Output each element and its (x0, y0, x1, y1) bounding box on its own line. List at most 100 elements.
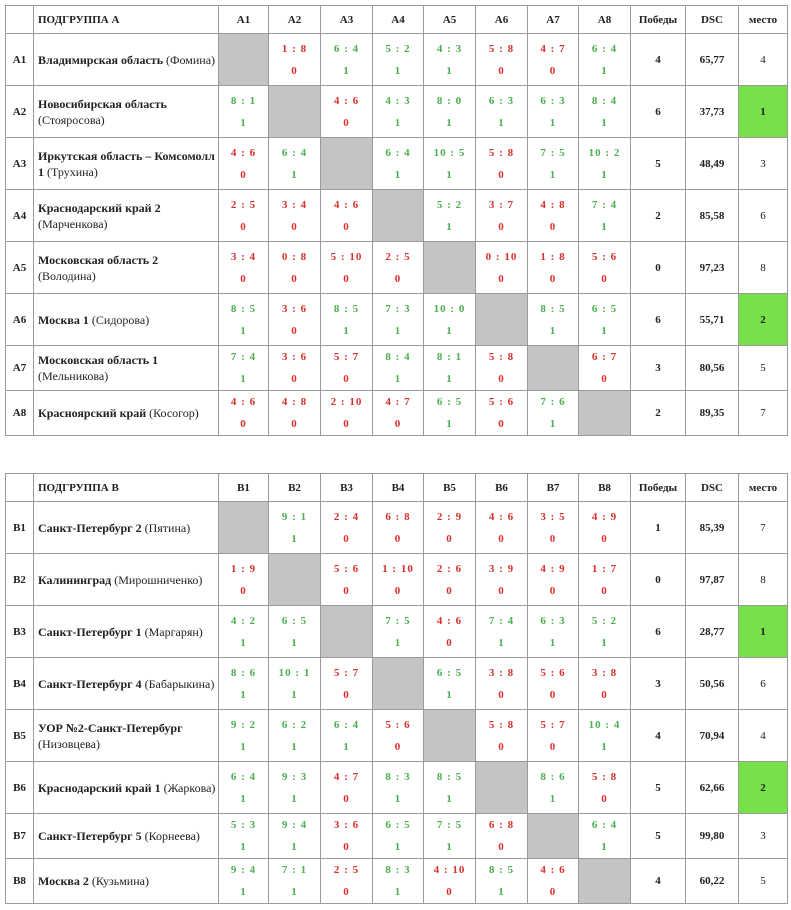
dsc: 89,35 (685, 390, 739, 436)
match-score: 5 : 7 (333, 666, 360, 679)
dsc-header: DSC (685, 473, 739, 502)
match-result: 1 (446, 64, 453, 77)
match-cell: 6 : 8 0 (372, 501, 424, 554)
match-result: 1 (498, 116, 505, 129)
column-header: A7 (527, 5, 579, 34)
place-header: место (738, 473, 788, 502)
team-name: Московская область 2 (38, 252, 159, 267)
group-table: ПОДГРУППА А A1 A2 A3 A4 A5 A6 A7 A8 Победы DSC мест… (5, 5, 788, 436)
match-score: 9 : 3 (281, 770, 308, 783)
match-score: 8 : 3 (385, 864, 411, 876)
match-result: 0 (240, 168, 247, 181)
subgroup-title: ПОДГРУППА В (33, 473, 219, 502)
match-result: 1 (394, 841, 402, 853)
match-result: 1 (498, 886, 505, 898)
column-header: B4 (372, 473, 424, 502)
subgroup-title: ПОДГРУППА А (33, 5, 219, 34)
match-score: 4 : 3 (385, 94, 411, 107)
coach-name: (Мирошниченко) (114, 572, 203, 587)
match-cell: 3 : 5 0 (527, 501, 579, 554)
match-score: 7 : 4 (230, 351, 257, 363)
wins: 4 (630, 858, 686, 904)
match-cell: 4 : 10 0 (423, 858, 476, 904)
match-cell: 4 : 7 0 (527, 33, 579, 86)
wins: 6 (630, 293, 686, 346)
match-score: 6 : 8 (488, 819, 515, 831)
match-result: 1 (343, 64, 350, 77)
match-result: 0 (446, 584, 453, 597)
match-score: 5 : 2 (436, 198, 463, 211)
team-cell: Калининград (Мирошниченко) (33, 553, 219, 606)
dsc-header: DSC (685, 5, 739, 34)
dsc: 37,73 (685, 85, 739, 138)
match-score: 5 : 7 (333, 351, 360, 363)
team-row: B5 УОР №2-Санкт-Петербург (Низовцева) 9 : … (5, 709, 788, 762)
match-result: 0 (343, 116, 350, 129)
match-cell: 6 : 5 1 (372, 813, 424, 859)
match-score: 4 : 7 (385, 396, 411, 408)
match-cell: 4 : 6 0 (527, 858, 579, 904)
team-name: Краснодарский край 2 (38, 200, 161, 215)
match-result: 1 (240, 688, 247, 701)
match-score: 10 : 1 (278, 666, 311, 679)
match-cell: 5 : 8 0 (475, 345, 528, 391)
match-score: 8 : 5 (488, 864, 515, 876)
match-score: 1 : 7 (591, 562, 618, 575)
match-cell: 5 : 10 0 (320, 241, 373, 294)
match-cell: 8 : 3 1 (372, 761, 424, 814)
coach-name: (Трухина) (47, 164, 98, 179)
match-score: 1 : 8 (281, 42, 308, 55)
match-score: 4 : 6 (230, 396, 257, 408)
match-score: 6 : 2 (281, 718, 308, 731)
coach-name: (Кузьмина) (91, 874, 149, 888)
team-name: Москва 2 (38, 874, 89, 888)
empty-cell (423, 709, 476, 762)
match-result: 0 (343, 373, 350, 385)
match-score: 8 : 1 (436, 351, 463, 363)
match-score: 6 : 7 (591, 351, 618, 363)
match-score: 6 : 4 (230, 770, 257, 783)
match-cell: 6 : 5 1 (423, 390, 476, 436)
match-cell: 9 : 4 1 (218, 858, 269, 904)
match-score: 10 : 4 (588, 718, 621, 731)
match-score: 8 : 6 (230, 666, 257, 679)
match-score: 3 : 5 (540, 510, 566, 523)
team-name: Краснодарский край 1 (38, 780, 161, 795)
team-name: Московская область 1 (38, 353, 159, 367)
match-score: 9 : 1 (281, 510, 308, 523)
match-cell: 3 : 4 0 (218, 241, 269, 294)
team-code: B6 (5, 761, 34, 814)
empty-cell (423, 241, 476, 294)
match-result: 0 (394, 584, 402, 597)
match-score: 4 : 9 (591, 510, 618, 523)
team-name: Красноярский край (38, 406, 147, 420)
match-cell: 9 : 3 1 (268, 761, 321, 814)
match-result: 1 (601, 220, 608, 233)
match-score: 7 : 5 (436, 819, 463, 831)
match-cell: 2 : 9 0 (423, 501, 476, 554)
match-score: 6 : 4 (281, 146, 308, 159)
team-row: A7 Московская область 1 (Мельникова) 7 : 4… (5, 345, 788, 391)
team-cell: Краснодарский край 2 (Марченкова) (33, 189, 219, 242)
match-cell: 5 : 2 1 (372, 33, 424, 86)
wins: 3 (630, 345, 686, 391)
match-result: 0 (240, 418, 247, 430)
match-cell: 8 : 4 1 (578, 85, 631, 138)
match-score: 2 : 4 (333, 510, 360, 523)
match-cell: 4 : 6 0 (320, 189, 373, 242)
team-code: B2 (5, 553, 34, 606)
match-score: 6 : 3 (488, 94, 515, 107)
team-cell: Краснодарский край 1 (Жаркова) (33, 761, 219, 814)
match-score: 4 : 6 (488, 510, 515, 523)
match-score: 4 : 7 (333, 770, 360, 783)
place: 7 (738, 390, 788, 436)
dsc: 62,66 (685, 761, 739, 814)
wins: 5 (630, 137, 686, 190)
place: 1 (738, 85, 788, 138)
match-score: 4 : 6 (230, 146, 257, 159)
match-cell: 8 : 5 1 (218, 293, 269, 346)
match-result: 1 (446, 841, 453, 853)
match-result: 0 (601, 584, 608, 597)
